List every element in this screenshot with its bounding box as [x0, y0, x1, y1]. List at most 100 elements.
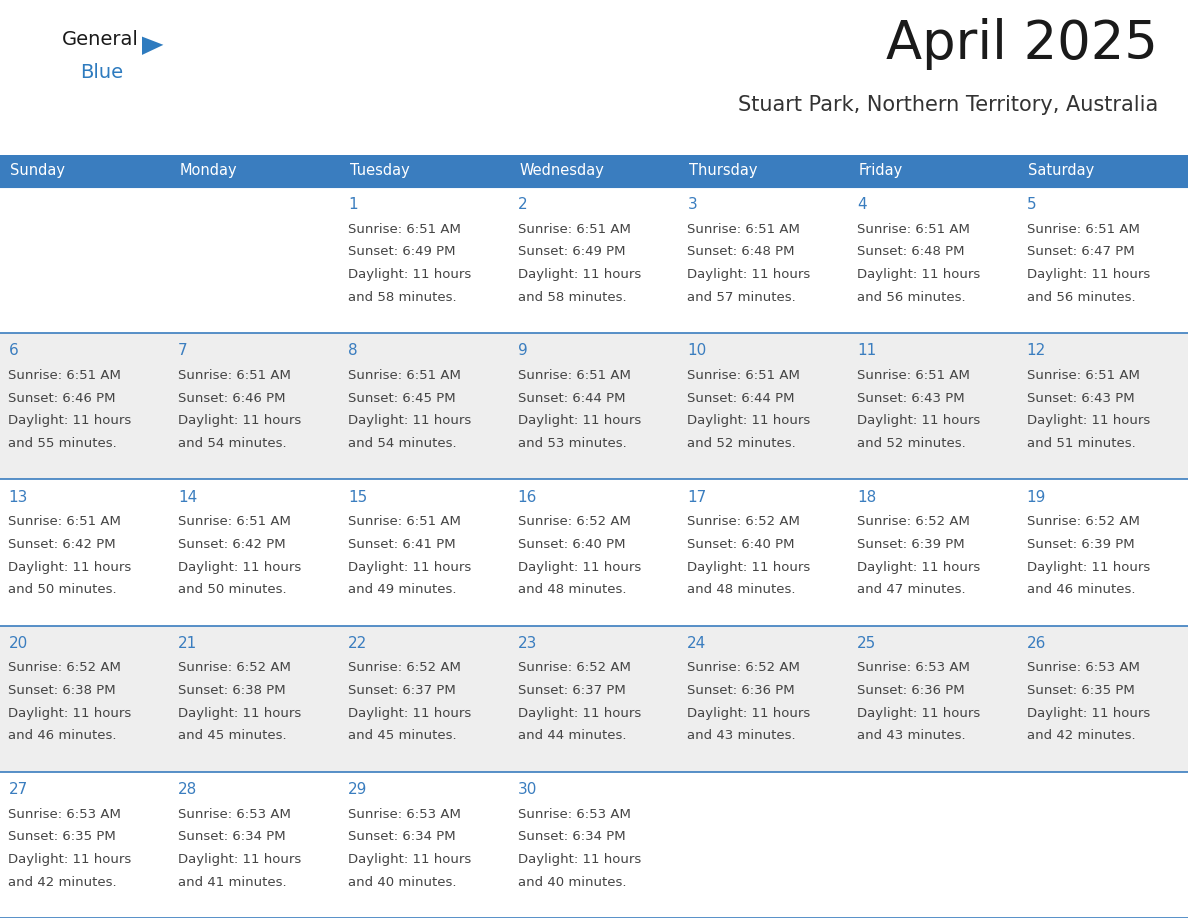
- Text: Daylight: 11 hours: Daylight: 11 hours: [348, 561, 472, 574]
- Text: Sunrise: 6:51 AM: Sunrise: 6:51 AM: [1026, 223, 1139, 236]
- Text: Daylight: 11 hours: Daylight: 11 hours: [518, 268, 640, 281]
- Text: Sunset: 6:42 PM: Sunset: 6:42 PM: [178, 538, 286, 551]
- Text: Daylight: 11 hours: Daylight: 11 hours: [8, 853, 132, 866]
- Text: 4: 4: [857, 197, 867, 212]
- Text: Sunset: 6:49 PM: Sunset: 6:49 PM: [348, 245, 455, 259]
- Text: and 48 minutes.: and 48 minutes.: [688, 583, 796, 596]
- Text: and 56 minutes.: and 56 minutes.: [857, 291, 966, 304]
- Text: Daylight: 11 hours: Daylight: 11 hours: [1026, 414, 1150, 428]
- Text: Monday: Monday: [179, 163, 238, 178]
- Text: Sunrise: 6:53 AM: Sunrise: 6:53 AM: [857, 661, 969, 675]
- Text: and 54 minutes.: and 54 minutes.: [178, 437, 286, 450]
- Text: 26: 26: [1026, 636, 1047, 651]
- Text: 14: 14: [178, 489, 197, 505]
- Text: Sunset: 6:35 PM: Sunset: 6:35 PM: [8, 830, 116, 844]
- Text: and 58 minutes.: and 58 minutes.: [518, 291, 626, 304]
- Text: 24: 24: [688, 636, 707, 651]
- Text: 17: 17: [688, 489, 707, 505]
- Text: 28: 28: [178, 782, 197, 797]
- Text: 5: 5: [1026, 197, 1036, 212]
- Text: Sunrise: 6:53 AM: Sunrise: 6:53 AM: [1026, 661, 1139, 675]
- Text: 22: 22: [348, 636, 367, 651]
- Text: 16: 16: [518, 489, 537, 505]
- Text: Sunrise: 6:51 AM: Sunrise: 6:51 AM: [518, 369, 631, 382]
- Text: Daylight: 11 hours: Daylight: 11 hours: [348, 268, 472, 281]
- Text: Sunrise: 6:51 AM: Sunrise: 6:51 AM: [8, 369, 121, 382]
- Text: and 51 minutes.: and 51 minutes.: [1026, 437, 1136, 450]
- Text: April 2025: April 2025: [886, 18, 1158, 70]
- Text: and 57 minutes.: and 57 minutes.: [688, 291, 796, 304]
- Text: Sunset: 6:36 PM: Sunset: 6:36 PM: [688, 684, 795, 697]
- Text: Sunset: 6:46 PM: Sunset: 6:46 PM: [178, 392, 285, 405]
- Text: Daylight: 11 hours: Daylight: 11 hours: [1026, 707, 1150, 720]
- Text: and 40 minutes.: and 40 minutes.: [348, 876, 456, 889]
- Text: Sunrise: 6:52 AM: Sunrise: 6:52 AM: [857, 515, 969, 528]
- Text: Sunrise: 6:51 AM: Sunrise: 6:51 AM: [688, 369, 801, 382]
- Text: Sunrise: 6:51 AM: Sunrise: 6:51 AM: [688, 223, 801, 236]
- Text: Sunrise: 6:51 AM: Sunrise: 6:51 AM: [348, 223, 461, 236]
- Text: 20: 20: [8, 636, 27, 651]
- Text: and 40 minutes.: and 40 minutes.: [518, 876, 626, 889]
- Text: Daylight: 11 hours: Daylight: 11 hours: [688, 414, 810, 428]
- Text: and 45 minutes.: and 45 minutes.: [178, 730, 286, 743]
- Text: Sunset: 6:40 PM: Sunset: 6:40 PM: [518, 538, 625, 551]
- Text: Daylight: 11 hours: Daylight: 11 hours: [518, 853, 640, 866]
- Text: and 52 minutes.: and 52 minutes.: [857, 437, 966, 450]
- Text: Daylight: 11 hours: Daylight: 11 hours: [857, 561, 980, 574]
- Text: Sunset: 6:34 PM: Sunset: 6:34 PM: [348, 830, 455, 844]
- Text: Sunrise: 6:52 AM: Sunrise: 6:52 AM: [8, 661, 121, 675]
- Text: Sunrise: 6:51 AM: Sunrise: 6:51 AM: [178, 515, 291, 528]
- Text: Daylight: 11 hours: Daylight: 11 hours: [857, 414, 980, 428]
- Text: Saturday: Saturday: [1029, 163, 1094, 178]
- Text: Sunset: 6:41 PM: Sunset: 6:41 PM: [348, 538, 455, 551]
- Text: Daylight: 11 hours: Daylight: 11 hours: [1026, 268, 1150, 281]
- Text: Stuart Park, Northern Territory, Australia: Stuart Park, Northern Territory, Austral…: [738, 95, 1158, 115]
- Text: Daylight: 11 hours: Daylight: 11 hours: [8, 561, 132, 574]
- Bar: [0, 772, 1188, 918]
- Text: Daylight: 11 hours: Daylight: 11 hours: [178, 561, 302, 574]
- Text: and 56 minutes.: and 56 minutes.: [1026, 291, 1136, 304]
- Text: 8: 8: [348, 343, 358, 358]
- Text: Sunset: 6:47 PM: Sunset: 6:47 PM: [1026, 245, 1135, 259]
- Text: Sunrise: 6:53 AM: Sunrise: 6:53 AM: [518, 808, 631, 821]
- Text: Sunrise: 6:53 AM: Sunrise: 6:53 AM: [178, 808, 291, 821]
- Text: 2: 2: [518, 197, 527, 212]
- Text: Sunset: 6:34 PM: Sunset: 6:34 PM: [518, 830, 625, 844]
- Text: Sunrise: 6:52 AM: Sunrise: 6:52 AM: [688, 515, 801, 528]
- Text: 3: 3: [688, 197, 697, 212]
- Text: and 53 minutes.: and 53 minutes.: [518, 437, 626, 450]
- Text: Blue: Blue: [80, 63, 124, 82]
- Text: and 42 minutes.: and 42 minutes.: [1026, 730, 1136, 743]
- Text: 18: 18: [857, 489, 877, 505]
- Text: Sunrise: 6:53 AM: Sunrise: 6:53 AM: [8, 808, 121, 821]
- Text: Daylight: 11 hours: Daylight: 11 hours: [688, 268, 810, 281]
- Text: Daylight: 11 hours: Daylight: 11 hours: [518, 707, 640, 720]
- Text: Friday: Friday: [859, 163, 903, 178]
- Text: Sunset: 6:37 PM: Sunset: 6:37 PM: [518, 684, 625, 697]
- Text: Sunset: 6:43 PM: Sunset: 6:43 PM: [857, 392, 965, 405]
- Text: Sunset: 6:45 PM: Sunset: 6:45 PM: [348, 392, 455, 405]
- Text: Sunset: 6:39 PM: Sunset: 6:39 PM: [857, 538, 965, 551]
- Text: Daylight: 11 hours: Daylight: 11 hours: [8, 707, 132, 720]
- Text: and 50 minutes.: and 50 minutes.: [8, 583, 118, 596]
- Text: Sunset: 6:43 PM: Sunset: 6:43 PM: [1026, 392, 1135, 405]
- Text: Sunrise: 6:51 AM: Sunrise: 6:51 AM: [348, 369, 461, 382]
- Text: Daylight: 11 hours: Daylight: 11 hours: [348, 414, 472, 428]
- Text: 27: 27: [8, 782, 27, 797]
- Text: Sunset: 6:38 PM: Sunset: 6:38 PM: [178, 684, 286, 697]
- Text: and 45 minutes.: and 45 minutes.: [348, 730, 456, 743]
- Text: Sunset: 6:36 PM: Sunset: 6:36 PM: [857, 684, 965, 697]
- Bar: [0, 155, 1188, 187]
- Text: Tuesday: Tuesday: [349, 163, 410, 178]
- Text: Sunrise: 6:51 AM: Sunrise: 6:51 AM: [178, 369, 291, 382]
- Text: and 58 minutes.: and 58 minutes.: [348, 291, 456, 304]
- Text: 1: 1: [348, 197, 358, 212]
- Text: 7: 7: [178, 343, 188, 358]
- Text: Wednesday: Wednesday: [519, 163, 605, 178]
- Text: Sunrise: 6:52 AM: Sunrise: 6:52 AM: [348, 661, 461, 675]
- Text: Daylight: 11 hours: Daylight: 11 hours: [688, 561, 810, 574]
- Text: 15: 15: [348, 489, 367, 505]
- Text: Daylight: 11 hours: Daylight: 11 hours: [688, 707, 810, 720]
- Text: Sunset: 6:44 PM: Sunset: 6:44 PM: [518, 392, 625, 405]
- Text: Sunset: 6:44 PM: Sunset: 6:44 PM: [688, 392, 795, 405]
